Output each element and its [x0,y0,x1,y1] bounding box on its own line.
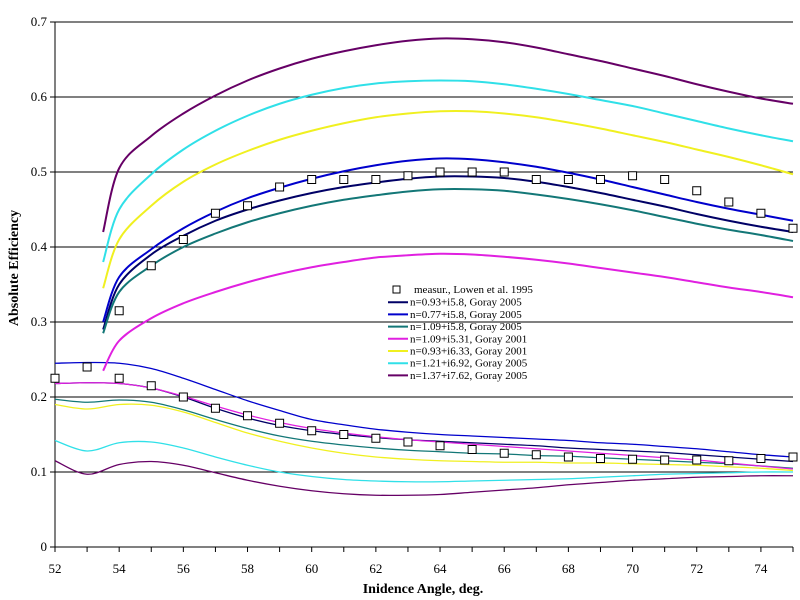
x-tick-label: 68 [562,561,575,576]
series-line-lower-2 [54,361,794,458]
measured-point-lower [467,445,477,454]
series-line-upper-5 [102,109,794,289]
x-tick-label: 60 [305,561,318,576]
y-tick-label: 0.4 [31,239,48,254]
measured-point-upper [499,167,509,177]
measured-point-lower [563,452,573,462]
axes [50,21,794,552]
x-tick-label: 52 [49,561,62,576]
measured-point-upper [243,201,253,211]
series-line-upper-7 [102,37,794,233]
grid-lines [55,21,793,473]
measured-point-upper [114,306,124,316]
measured-point-lower [275,418,285,428]
x-tick-label: 58 [241,561,254,576]
measured-point-lower [403,437,413,447]
measured-point-lower [660,455,670,465]
measured-point-upper [467,167,477,177]
x-tick-label: 62 [369,561,382,576]
measured-point-lower [146,381,156,391]
series-line-lower-6 [54,439,794,483]
x-tick-label: 72 [690,561,703,576]
y-axis-title: Absolute Efficiency [7,210,22,326]
x-tick-label: 54 [113,561,127,576]
measured-point-upper [339,175,349,184]
y-tick-label: 0.5 [31,164,47,179]
legend-label-2: n=0.77+i5.8, Goray 2005 [410,309,522,321]
measured-markers [50,167,798,466]
x-tick-label: 70 [626,561,639,576]
measured-point-upper [307,175,317,184]
x-tick-label: 74 [754,561,768,576]
measured-point-lower [307,426,317,436]
measured-point-lower [339,430,349,439]
measured-point-lower [788,452,798,462]
measured-point-lower [724,456,734,466]
measured-point-upper [275,182,285,192]
legend-label-6: n=1.21+i6.92, Goray 2005 [410,358,528,370]
x-tick-label: 56 [177,561,191,576]
x-axis-title: Inidence Angle, deg. [363,582,484,597]
measured-point-lower [435,441,445,451]
measured-point-lower [82,362,92,372]
measured-point-lower [178,392,188,402]
measured-point-upper [756,208,766,218]
measured-point-upper [146,261,156,271]
measured-point-upper [628,171,638,181]
measured-point-upper [788,223,798,233]
y-tick-label: 0.3 [31,314,47,329]
series-line-upper-6 [102,79,794,263]
measured-point-upper [595,175,605,184]
measured-point-upper [563,175,573,184]
measured-point-upper [724,197,734,207]
x-tick-label: 66 [498,561,512,576]
y-tick-label: 0.2 [31,389,47,404]
measured-point-lower [595,454,605,463]
measured-point-lower [50,373,60,383]
measured-point-lower [628,454,638,464]
measured-point-upper [692,186,702,196]
measured-point-upper [178,235,188,244]
measured-point-lower [499,448,509,458]
measured-point-upper [371,175,381,184]
series-line-upper-3 [102,188,794,334]
measured-point-lower [531,450,541,460]
y-tick-label: 0.6 [31,89,48,104]
legend-label-3: n=1.09+i5.8, Goray 2005 [410,321,522,333]
legend-label-1: n=0.93+i5.8, Goray 2005 [410,297,522,309]
measured-point-upper [403,171,413,181]
measured-point-lower [371,433,381,443]
series-line-upper-2 [102,157,794,323]
legend-label-7: n=1.37+i7.62, Goray 2005 [410,370,528,382]
measured-point-upper [660,175,670,184]
measured-point-upper [210,208,220,218]
legend-label-measured: measur., Lowen et al. 1995 [414,284,533,296]
measured-point-lower [756,454,766,463]
legend-label-5: n=0.93+i6.33, Goray 2001 [410,346,527,358]
x-tick-label: 64 [434,561,448,576]
series-line-lower-7 [54,460,794,497]
measured-point-upper [435,167,445,177]
y-tick-label: 0 [41,539,48,554]
measured-point-lower [243,411,253,421]
series-line-upper-4 [102,252,794,372]
series-line-lower-5 [54,403,794,472]
y-tick-label: 0.7 [31,14,48,29]
measured-point-upper [531,175,541,184]
measured-point-lower [692,455,702,465]
tick-labels: 0 0.1 0.2 0.3 0.4 0.5 0.6 0.7 52 54 56 58 60 62 64 66 68… [31,14,768,576]
legend-label-4: n=1.09+i5.31, Goray 2001 [410,333,527,345]
measured-point-lower [114,373,124,383]
y-tick-label: 0.1 [31,464,47,479]
measured-point-lower [210,403,220,413]
legend-swatch-measured [392,285,401,294]
